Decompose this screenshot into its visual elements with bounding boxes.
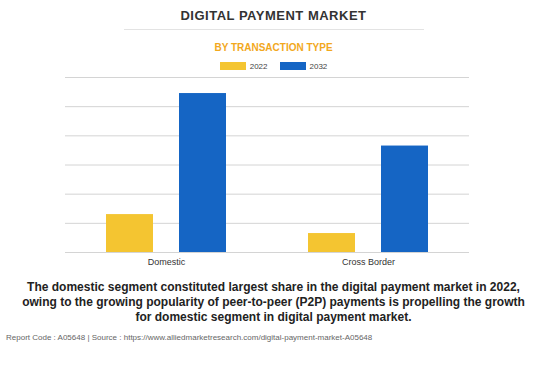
svg-text:Domestic: Domestic	[148, 257, 186, 267]
html-text:DIGITAL PAYMENT MARKET: DIGITAL PAYMENT MARKET	[180, 8, 367, 23]
html-text:BY TRANSACTION TYPE: BY TRANSACTION TYPE	[214, 42, 333, 53]
html-text:2032: 2032	[309, 61, 328, 71]
svg-text:Cross Border: Cross Border	[342, 257, 395, 267]
html-text:2022: 2022	[249, 61, 268, 71]
html-text:Report Code : A05648 | Source: Report Code : A05648 | Source : https://…	[6, 333, 373, 342]
html-text:The domestic segment constitut: The domestic segment constituted largest…	[22, 280, 525, 324]
